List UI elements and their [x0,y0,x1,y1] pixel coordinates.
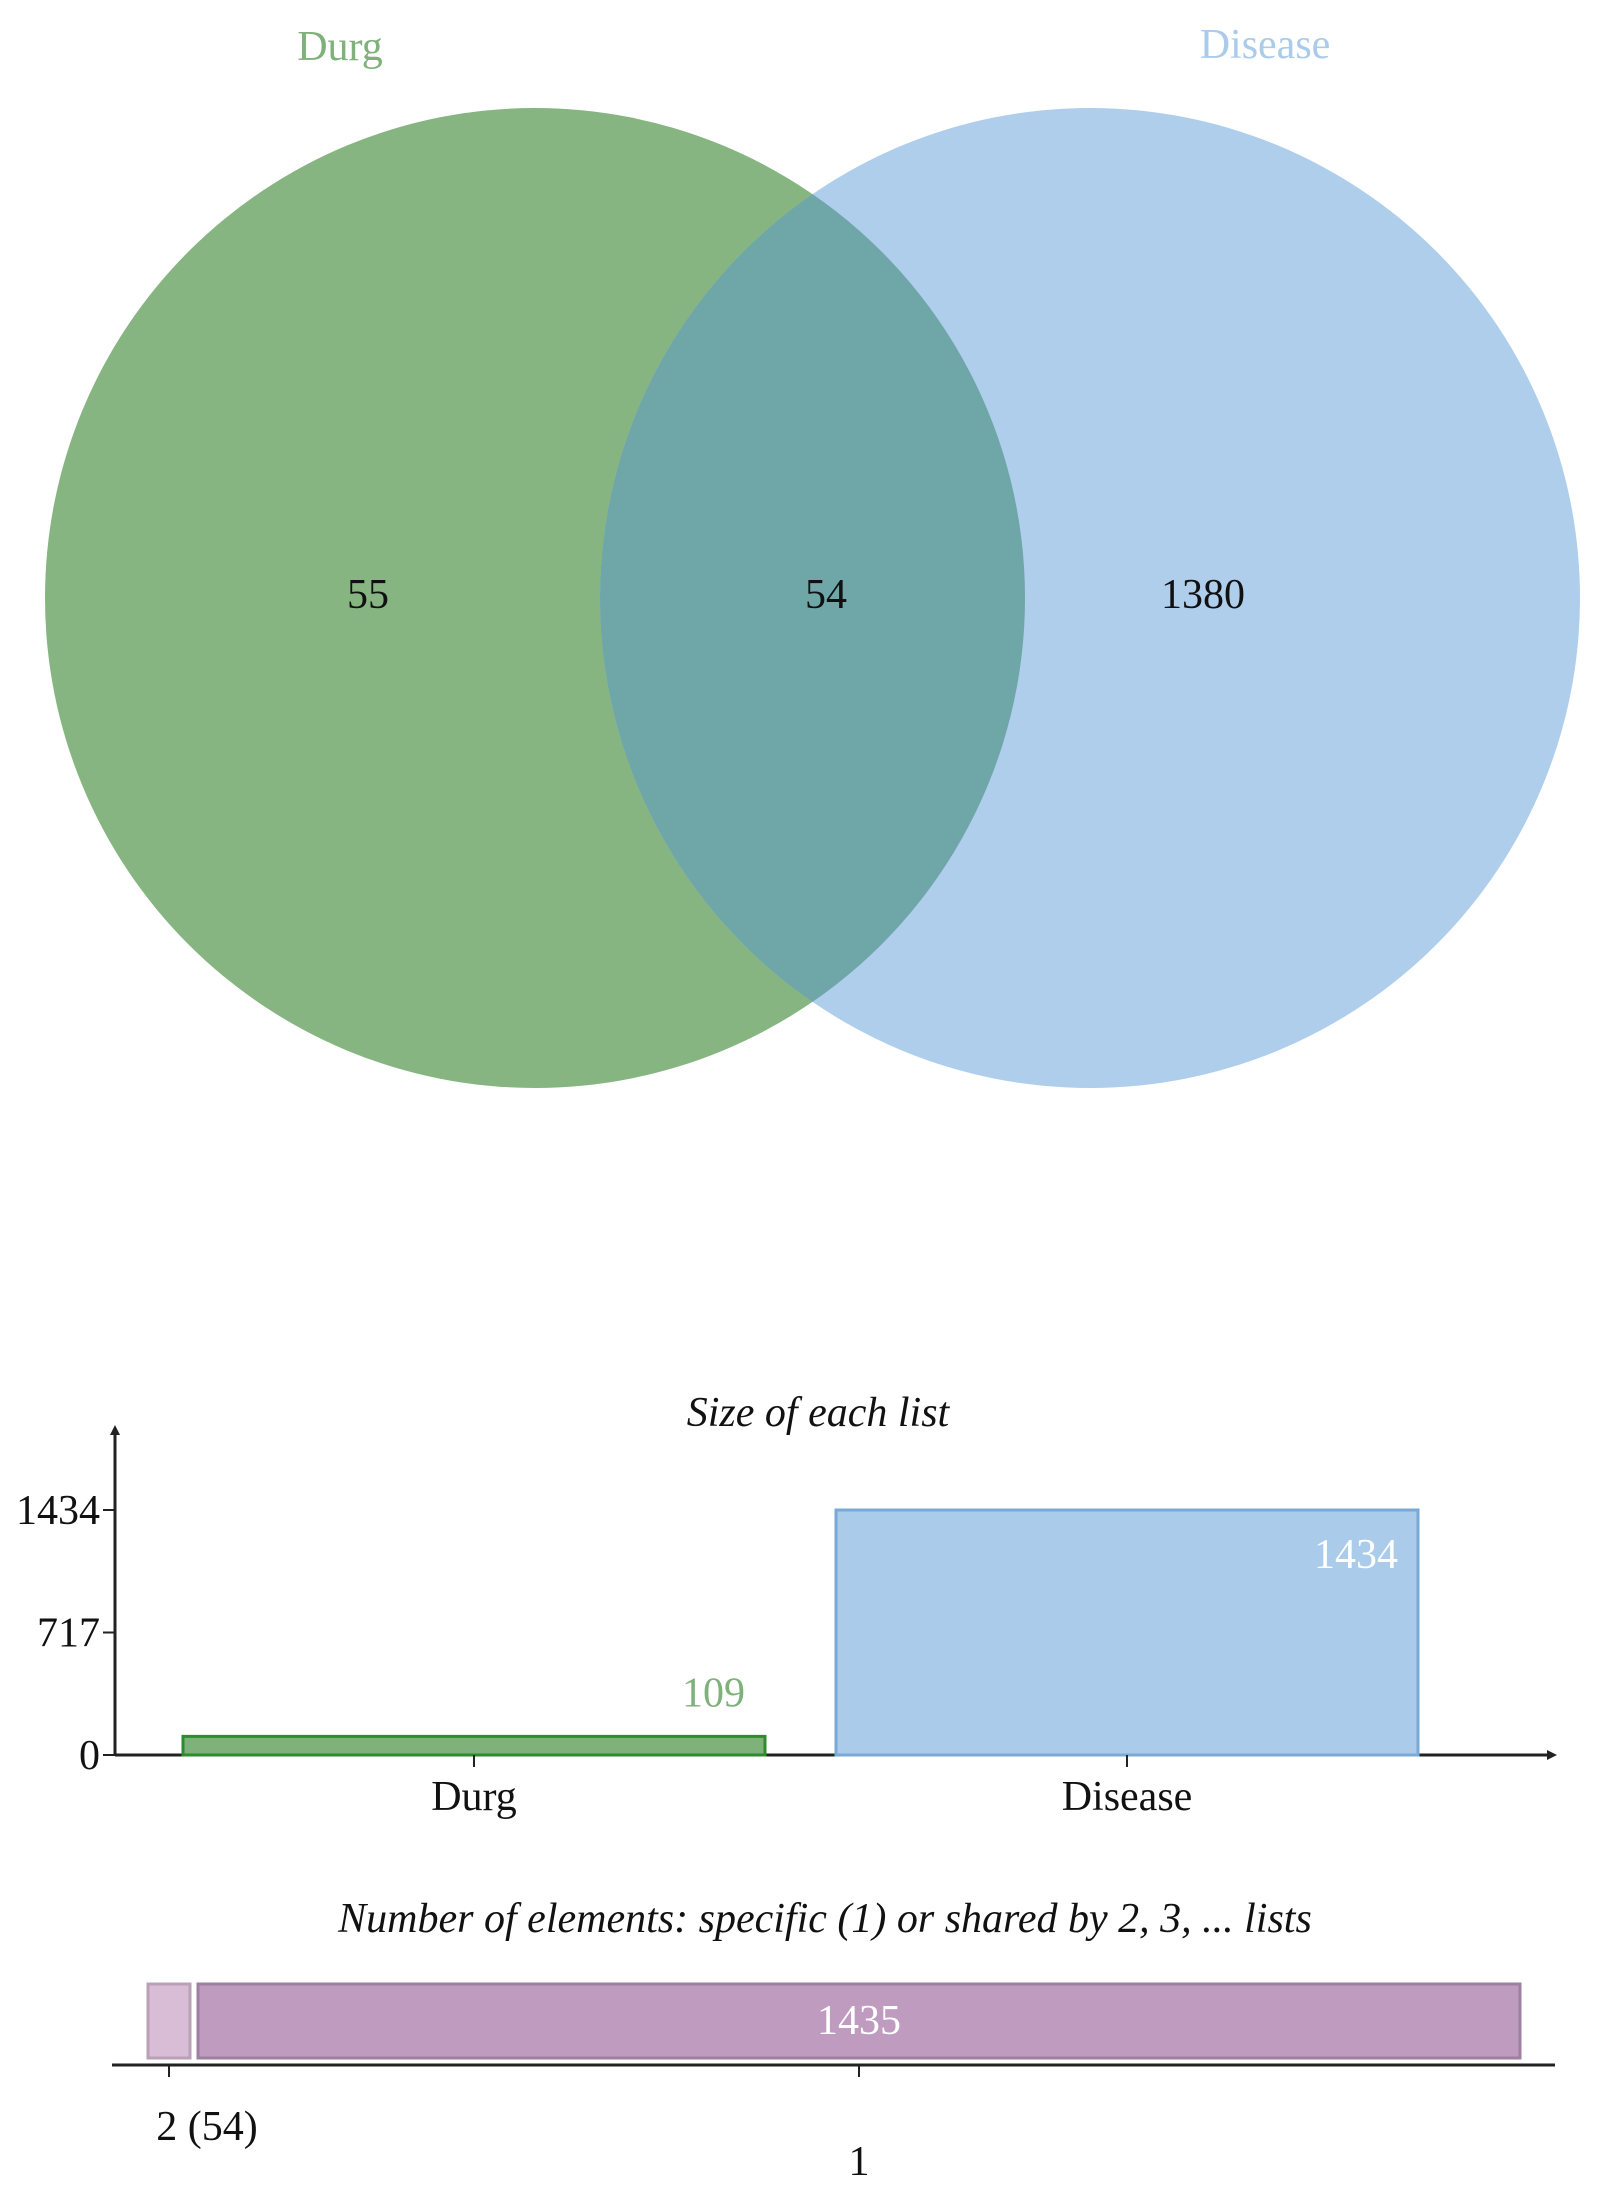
elements-bar-chart: Number of elements: specific (1) or shar… [112,1896,1555,2185]
venn-count-durg-only: 55 [347,572,389,618]
size-y-tick-label: 1434 [16,1488,100,1534]
venn-set-label-durg: Durg [297,24,383,70]
elements-segment-specific-value: 1435 [817,1998,901,2044]
size-y-tick-label: 0 [79,1733,100,1779]
venn-diagram: Durg Disease 55 54 1380 [45,22,1580,1088]
venn-count-disease-only: 1380 [1161,572,1245,618]
size-value-label-durg: 109 [682,1670,745,1716]
size-y-ticks: 0 717 1434 [16,1488,115,1779]
size-bar-durg [181,1734,767,1757]
size-category-label-durg: Durg [431,1774,517,1820]
size-value-label-disease: 1434 [1314,1532,1398,1578]
venn-overlap [599,194,1025,1002]
venn-count-overlap: 54 [805,572,847,618]
elements-label-specific: 1 [849,2139,870,2185]
size-y-tick-label: 717 [37,1611,100,1657]
elements-label-shared: 2 (54) [156,2104,257,2150]
elements-chart-title: Number of elements: specific (1) or shar… [337,1896,1312,1942]
size-bar-chart: Size of each list 0 717 1434 109 1434 Durg… [16,1390,1557,1820]
size-chart-title: Size of each list [687,1390,951,1436]
elements-segment-shared [146,1982,192,2060]
elements-segment-specific [196,1982,1522,2060]
venn-set-label-disease: Disease [1200,22,1331,68]
size-category-label-disease: Disease [1062,1774,1193,1820]
size-bar-disease [834,1508,1420,1757]
